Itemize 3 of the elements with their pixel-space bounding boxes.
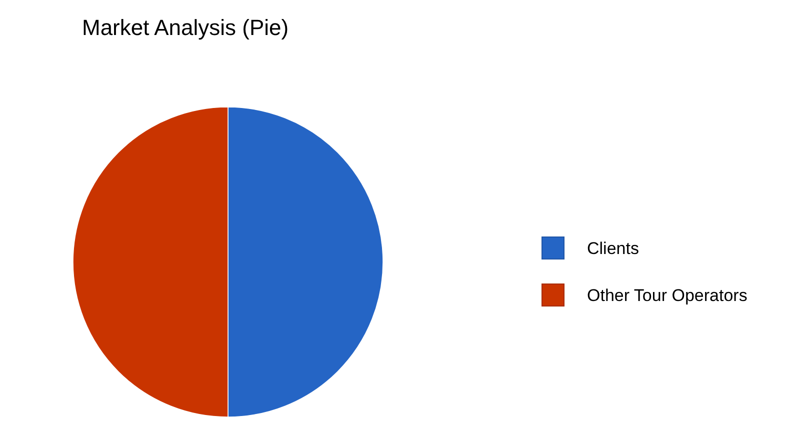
legend-label: Other Tour Operators (587, 286, 748, 305)
legend-label: Clients (587, 239, 639, 258)
chart-title: Market Analysis (Pie) (82, 15, 289, 40)
